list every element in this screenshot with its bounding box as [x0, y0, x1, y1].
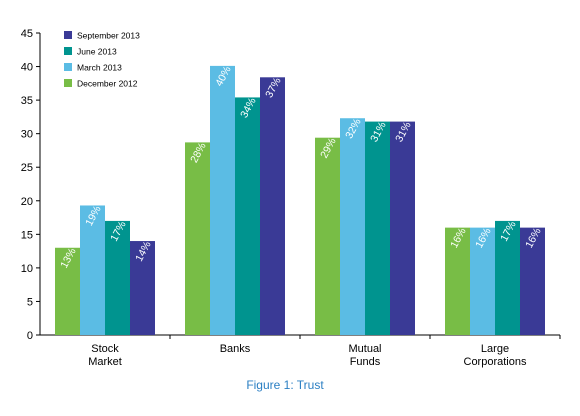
bar [260, 77, 285, 335]
bar [105, 220, 130, 335]
x-category-label-line: Corporations [464, 356, 527, 368]
x-category-label-line: Large [481, 343, 509, 355]
bar [495, 220, 520, 335]
x-category-label-line: Banks [220, 343, 251, 355]
legend-swatch [64, 79, 72, 87]
legend-label: September 2013 [77, 31, 140, 41]
y-tick-label: 35 [21, 95, 33, 107]
x-category-label: Mutual Funds [348, 343, 381, 368]
legend-swatch [64, 47, 72, 55]
y-tick-label: 40 [21, 62, 33, 74]
y-tick-label: 30 [21, 129, 33, 141]
bar [235, 97, 260, 335]
bar [390, 121, 415, 335]
y-tick-label: 45 [21, 28, 33, 40]
x-category-label-line: Stock [91, 343, 119, 355]
bar [340, 118, 365, 335]
figure-caption: Figure 1: Trust [246, 378, 324, 392]
legend-label: March 2013 [77, 63, 122, 73]
legend-label: December 2012 [77, 79, 138, 89]
axes: 0 5 10 15 20 25 30 35 40 45 Stock Market Banks Mutual… [21, 28, 561, 368]
bar [315, 137, 340, 335]
bar [80, 205, 105, 335]
bar [365, 121, 390, 335]
bar [445, 227, 470, 335]
y-tick-label: 20 [21, 196, 33, 208]
x-category-label: Stock Market [88, 343, 122, 368]
y-tick-label: 25 [21, 162, 33, 174]
x-category-label-line: Funds [350, 356, 381, 368]
legend-swatch [64, 63, 72, 71]
x-category-label-line: Market [88, 356, 122, 368]
bar [185, 142, 210, 335]
bar [210, 65, 235, 335]
y-tick-label: 0 [27, 330, 33, 342]
x-category-label-line: Mutual [348, 343, 381, 355]
y-tick-label: 10 [21, 263, 33, 275]
legend: September 2013 June 2013 March 2013 Decembe… [64, 31, 140, 89]
bar [55, 247, 80, 335]
legend-swatch [64, 31, 72, 39]
y-tick-label: 5 [27, 296, 33, 308]
bars: 13%19%17%14%28%40%34%37%29%32% 31% 31%16% 1… [55, 64, 545, 335]
legend-label: June 2013 [77, 47, 117, 57]
bar [520, 227, 545, 335]
x-category-label: Large Corporations [464, 343, 527, 368]
bar [470, 227, 495, 335]
x-category-label: Banks [220, 343, 251, 355]
bar [130, 241, 155, 335]
y-tick-label: 15 [21, 229, 33, 241]
